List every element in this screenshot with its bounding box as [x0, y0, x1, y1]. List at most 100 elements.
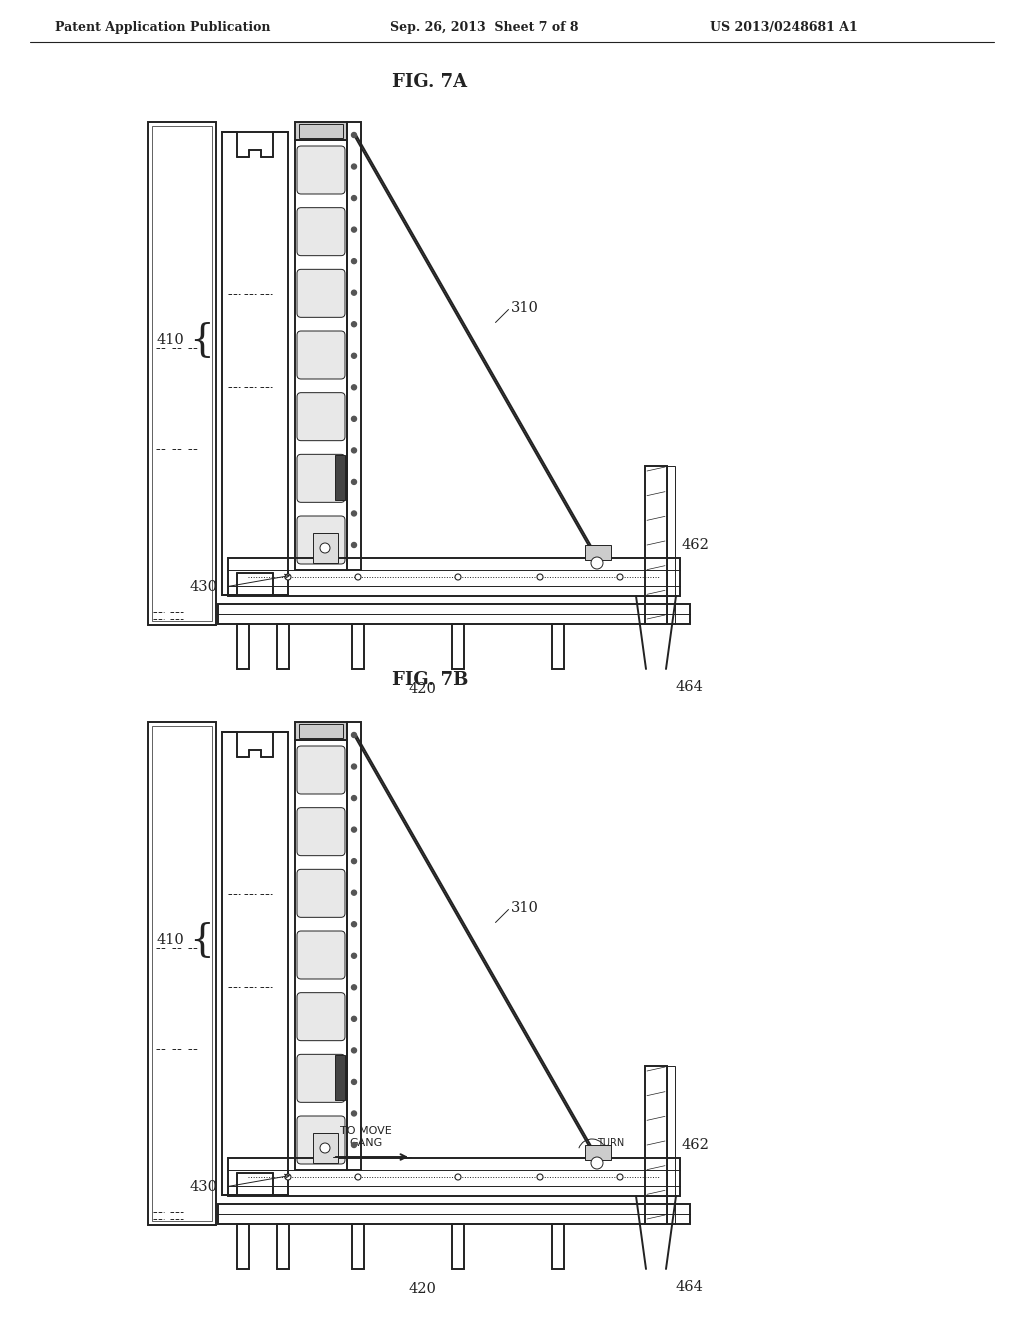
Bar	[228, 558, 680, 597]
Circle shape	[351, 290, 356, 296]
Circle shape	[351, 1080, 356, 1085]
Bar	[295, 722, 347, 741]
Text: TO MOVE: TO MOVE	[340, 1126, 392, 1137]
FancyBboxPatch shape	[297, 746, 345, 795]
Bar	[222, 132, 288, 595]
Bar	[352, 624, 364, 669]
Circle shape	[355, 1173, 361, 1180]
Text: FIG. 7B: FIG. 7B	[392, 671, 468, 689]
Bar	[222, 733, 288, 1195]
Circle shape	[351, 828, 356, 832]
Circle shape	[351, 1111, 356, 1115]
Bar	[313, 533, 338, 564]
Circle shape	[285, 574, 291, 579]
FancyBboxPatch shape	[297, 269, 345, 317]
Circle shape	[455, 574, 461, 579]
Text: TURN: TURN	[597, 1138, 625, 1148]
Bar	[645, 466, 667, 624]
Bar	[552, 1224, 564, 1269]
Circle shape	[617, 574, 623, 579]
Circle shape	[351, 416, 356, 421]
Circle shape	[351, 1143, 356, 1147]
FancyBboxPatch shape	[297, 147, 345, 194]
FancyBboxPatch shape	[297, 454, 345, 503]
Text: {: {	[189, 921, 214, 958]
Circle shape	[351, 511, 356, 516]
Circle shape	[351, 890, 356, 895]
Text: 410: 410	[157, 933, 184, 948]
Bar	[347, 722, 361, 1170]
FancyBboxPatch shape	[297, 1055, 345, 1102]
Circle shape	[591, 1158, 603, 1170]
Circle shape	[351, 164, 356, 169]
Circle shape	[351, 953, 356, 958]
Bar	[148, 121, 216, 624]
Circle shape	[351, 1048, 356, 1053]
FancyBboxPatch shape	[297, 808, 345, 855]
Circle shape	[355, 574, 361, 579]
Text: FIG. 7A: FIG. 7A	[392, 73, 468, 91]
FancyBboxPatch shape	[297, 993, 345, 1040]
Circle shape	[351, 385, 356, 389]
Bar	[295, 741, 347, 1170]
Circle shape	[617, 1173, 623, 1180]
Bar	[552, 624, 564, 669]
Text: 462: 462	[681, 1138, 709, 1152]
Bar	[295, 121, 347, 140]
Bar	[313, 1133, 338, 1163]
FancyBboxPatch shape	[297, 331, 345, 379]
Text: 430: 430	[189, 579, 217, 594]
Bar	[335, 455, 345, 500]
Bar	[585, 545, 611, 560]
Bar	[218, 1204, 690, 1224]
Circle shape	[351, 796, 356, 800]
Bar	[237, 624, 249, 669]
Bar	[148, 722, 216, 1225]
Circle shape	[351, 259, 356, 264]
Text: GANG: GANG	[349, 1138, 383, 1148]
Circle shape	[537, 574, 543, 579]
Text: 420: 420	[408, 682, 436, 696]
Bar	[237, 1224, 249, 1269]
Bar	[228, 1158, 680, 1196]
Text: {: {	[189, 322, 214, 359]
FancyBboxPatch shape	[297, 870, 345, 917]
Bar	[347, 121, 361, 570]
Bar	[218, 605, 690, 624]
Bar	[645, 1067, 667, 1224]
Circle shape	[351, 195, 356, 201]
Circle shape	[351, 479, 356, 484]
FancyBboxPatch shape	[297, 392, 345, 441]
FancyBboxPatch shape	[297, 1115, 345, 1164]
Text: Sep. 26, 2013  Sheet 7 of 8: Sep. 26, 2013 Sheet 7 of 8	[390, 21, 579, 34]
Bar	[152, 125, 212, 620]
Bar	[278, 1224, 289, 1269]
Text: 462: 462	[681, 539, 709, 552]
Text: 420: 420	[408, 1282, 436, 1296]
Circle shape	[351, 543, 356, 548]
Text: Patent Application Publication: Patent Application Publication	[55, 21, 270, 34]
Circle shape	[351, 1016, 356, 1022]
Text: 310: 310	[511, 301, 539, 314]
Bar	[667, 466, 675, 624]
Bar	[352, 1224, 364, 1269]
Bar	[295, 140, 347, 570]
FancyBboxPatch shape	[297, 931, 345, 979]
Bar	[299, 124, 343, 139]
Circle shape	[319, 1143, 330, 1152]
Bar	[278, 624, 289, 669]
Circle shape	[351, 858, 356, 863]
Text: 464: 464	[676, 680, 703, 694]
Bar	[667, 1067, 675, 1224]
Bar	[299, 723, 343, 738]
FancyBboxPatch shape	[297, 516, 345, 564]
Circle shape	[351, 985, 356, 990]
Text: 310: 310	[511, 900, 539, 915]
Circle shape	[351, 354, 356, 358]
Bar	[585, 1144, 611, 1160]
Circle shape	[351, 227, 356, 232]
Circle shape	[455, 1173, 461, 1180]
Circle shape	[351, 322, 356, 327]
Text: 410: 410	[157, 334, 184, 347]
Circle shape	[285, 1173, 291, 1180]
